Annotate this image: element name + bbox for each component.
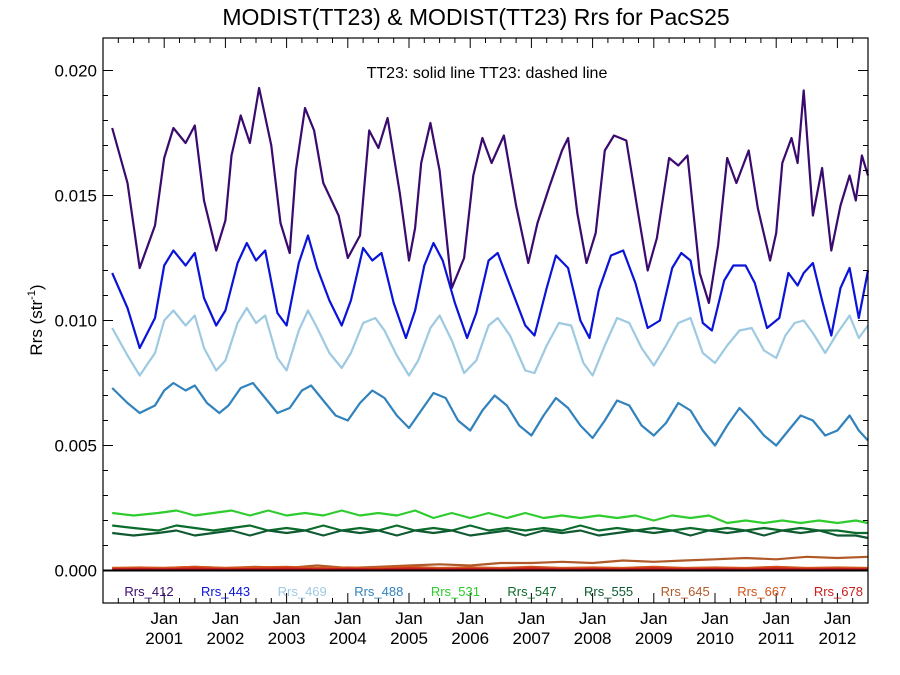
legend-entry-rrs-555: Rrs_555 [584,584,633,599]
x-tick-year-label: 2012 [818,629,856,648]
legend-entry-rrs-412: Rrs_412 [124,584,173,599]
x-tick-year-label: 2009 [635,629,673,648]
legend-entry-rrs-547: Rrs_547 [507,584,556,599]
x-tick-month-label: Jan [824,609,851,628]
series-line-rrs-678 [112,567,869,571]
x-tick-month-label: Jan [273,609,300,628]
legend-entry-rrs-531: Rrs_531 [431,584,480,599]
y-axis: 0.000 0.005 0.010 0.015 0.020 [54,62,868,581]
x-tick-year-label: 2001 [145,629,183,648]
x-tick-year-label: 2011 [758,629,795,648]
line-style-note: TT23: solid line TT23: dashed line [367,65,608,82]
series-line-rrs-443 [111,234,870,350]
series-line-rrs-488 [111,381,869,447]
y-tick-label: 0.000 [54,562,97,581]
plot-series [111,86,870,571]
x-tick-year-label: 2007 [512,629,550,648]
series-line-rrs-531 [112,509,869,525]
y-tick-label: 0.010 [54,312,97,331]
legend-entry-rrs-469: Rrs_469 [278,584,327,599]
plot-frame [102,37,869,604]
y-axis-label-base: Rrs (str [27,300,46,356]
series-line-rrs-469 [111,306,869,377]
x-tick-year-label: 2006 [451,629,489,648]
series-line-rrs-412 [111,86,870,305]
y-axis-label-superscript: -1 [26,290,38,300]
y-axis-label-close: ) [27,284,46,290]
x-tick-year-label: 2003 [268,629,306,648]
x-tick-month-label: Jan [334,609,361,628]
legend-entry-rrs-488: Rrs_488 [354,584,403,599]
x-tick-month-label: Jan [212,609,239,628]
legend-entry-rrs-667: Rrs_667 [737,584,786,599]
x-tick-year-label: 2002 [206,629,244,648]
x-tick-year-label: 2010 [696,629,734,648]
x-tick-year-label: 2008 [574,629,612,648]
series-line-rrs-547 [112,524,868,535]
y-tick-label: 0.020 [54,62,97,81]
x-tick-month-label: Jan [762,609,789,628]
x-tick-year-label: 2005 [390,629,428,648]
x-tick-month-label: Jan [701,609,728,628]
x-axis: Jan2001Jan2002Jan2003Jan2004Jan2005Jan20… [117,38,856,648]
x-tick-month-label: Jan [640,609,667,628]
y-tick-label: 0.005 [54,437,97,456]
legend-entry-rrs-678: Rrs_678 [814,584,863,599]
x-tick-month-label: Jan [150,609,177,628]
x-tick-month-label: Jan [518,609,545,628]
series-line-rrs-667 [112,565,869,570]
legend-entry-rrs-443: Rrs_443 [201,584,250,599]
legend-entry-rrs-645: Rrs_645 [661,584,710,599]
x-tick-month-label: Jan [395,609,422,628]
legend: Rrs_412 Rrs_443 Rrs_469 Rrs_488 Rrs_531 Rrs_5… [124,584,863,599]
y-tick-label: 0.015 [54,187,97,206]
y-axis-label: Rrs (str-1) [26,284,46,355]
x-tick-month-label: Jan [579,609,606,628]
x-tick-month-label: Jan [456,609,483,628]
chart-title: MODIST(TT23) & MODIST(TT23) Rrs for PacS… [222,4,729,30]
series-line-rrs-645 [112,555,869,570]
x-tick-year-label: 2004 [329,629,367,648]
series-line-rrs-555 [112,529,869,540]
